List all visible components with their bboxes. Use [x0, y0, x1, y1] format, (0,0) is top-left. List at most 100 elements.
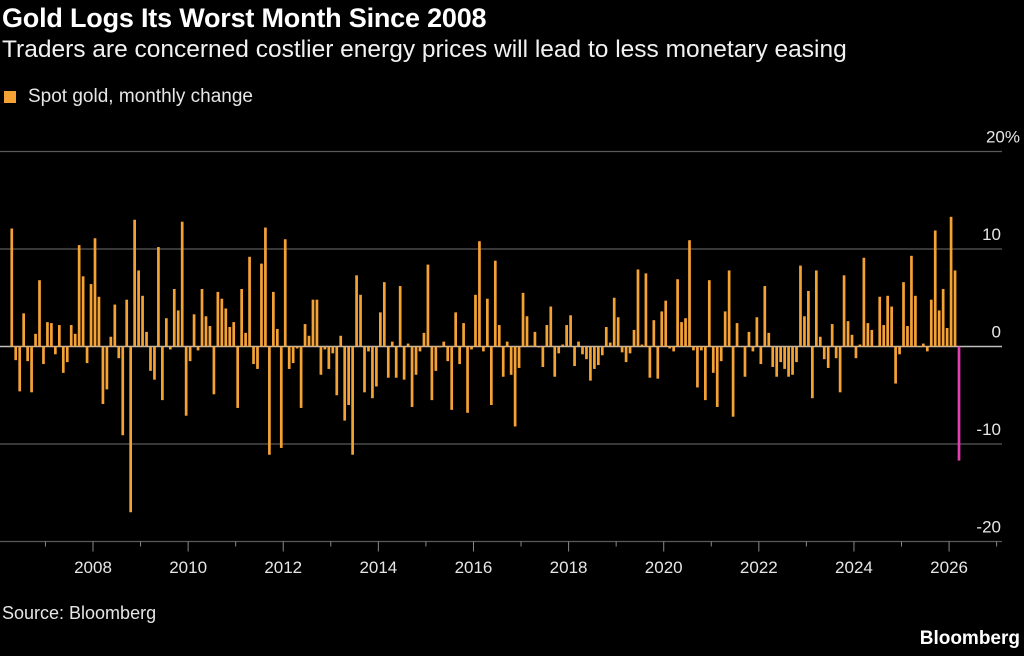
- bar: [30, 346, 33, 393]
- bar: [525, 316, 529, 347]
- bar: [612, 297, 616, 347]
- y-tick-label: -10: [976, 420, 1001, 439]
- bar: [133, 219, 136, 347]
- bar: [941, 288, 945, 347]
- bar: [34, 333, 37, 347]
- bar: [906, 326, 909, 347]
- bar: [842, 275, 846, 347]
- bar: [830, 324, 834, 347]
- bar: [814, 270, 818, 347]
- bar: [505, 341, 509, 347]
- bar: [394, 346, 398, 378]
- bar: [355, 275, 358, 347]
- bar: [272, 291, 275, 347]
- bar: [418, 346, 422, 352]
- bar: [220, 298, 224, 347]
- x-tick-label: 2026: [930, 558, 968, 577]
- bar: [176, 310, 180, 347]
- bar: [458, 346, 461, 365]
- bar: [684, 318, 687, 347]
- bar: [688, 240, 691, 347]
- bar: [719, 346, 723, 362]
- legend-swatch: [4, 91, 16, 103]
- bar: [711, 346, 715, 373]
- bar: [914, 295, 917, 347]
- bar: [604, 327, 608, 347]
- bar: [826, 346, 830, 368]
- bar: [474, 294, 477, 347]
- bar: [553, 346, 557, 377]
- bloomberg-logo: Bloomberg: [919, 628, 1020, 649]
- bar: [577, 341, 580, 347]
- bar: [414, 346, 418, 375]
- bar: [561, 344, 565, 347]
- bar: [279, 346, 283, 448]
- bar: [240, 288, 243, 347]
- bar: [723, 311, 727, 347]
- bar-highlighted: [957, 346, 961, 461]
- bar: [593, 346, 596, 369]
- bar: [149, 346, 152, 371]
- bar: [434, 346, 438, 371]
- bar: [521, 292, 525, 347]
- bar: [303, 324, 307, 347]
- bar: [874, 346, 878, 348]
- bar: [57, 325, 61, 347]
- bar: [371, 346, 374, 399]
- bar: [787, 346, 790, 377]
- bar: [54, 346, 57, 355]
- bar: [382, 282, 386, 347]
- bar: [616, 317, 620, 347]
- bar: [632, 329, 636, 347]
- bar: [113, 304, 117, 347]
- bar: [422, 332, 426, 347]
- bar: [541, 346, 545, 367]
- bar: [125, 299, 129, 347]
- bar: [315, 299, 319, 347]
- bar: [200, 288, 204, 347]
- x-tick-label: 2020: [645, 558, 683, 577]
- bar: [268, 346, 271, 455]
- bar: [157, 247, 160, 347]
- bar: [89, 284, 93, 347]
- bar: [101, 346, 105, 405]
- bar: [454, 312, 458, 347]
- bar: [287, 346, 291, 369]
- bar: [747, 331, 751, 347]
- chart-title: Gold Logs Its Worst Month Since 2008: [2, 3, 487, 33]
- bar: [438, 346, 442, 348]
- bar: [648, 346, 652, 378]
- bar: [700, 346, 703, 351]
- bar: [664, 300, 668, 347]
- bar: [894, 346, 897, 384]
- bar: [359, 294, 362, 347]
- bar: [929, 299, 933, 347]
- bar: [442, 341, 446, 347]
- bar: [925, 346, 929, 352]
- x-tick-label: 2018: [550, 558, 588, 577]
- bar: [692, 346, 695, 351]
- bar: [470, 346, 473, 350]
- bar: [513, 346, 517, 427]
- legend-label: Spot gold, monthly change: [28, 86, 253, 107]
- bar: [327, 346, 331, 369]
- bar: [743, 346, 747, 377]
- bar: [807, 290, 810, 347]
- bar: [180, 221, 184, 347]
- bar: [204, 316, 208, 347]
- bar: [846, 321, 850, 347]
- bar: [450, 346, 454, 410]
- bar: [715, 346, 719, 407]
- bar: [85, 346, 89, 364]
- bar: [77, 245, 81, 347]
- bar: [937, 310, 941, 347]
- bar: [608, 342, 612, 347]
- bar: [755, 317, 759, 347]
- bar: [652, 320, 656, 347]
- bar: [596, 346, 600, 366]
- bar: [478, 241, 481, 347]
- bar: [295, 346, 299, 349]
- bar: [42, 346, 45, 365]
- bar: [252, 346, 255, 365]
- bar: [117, 346, 121, 359]
